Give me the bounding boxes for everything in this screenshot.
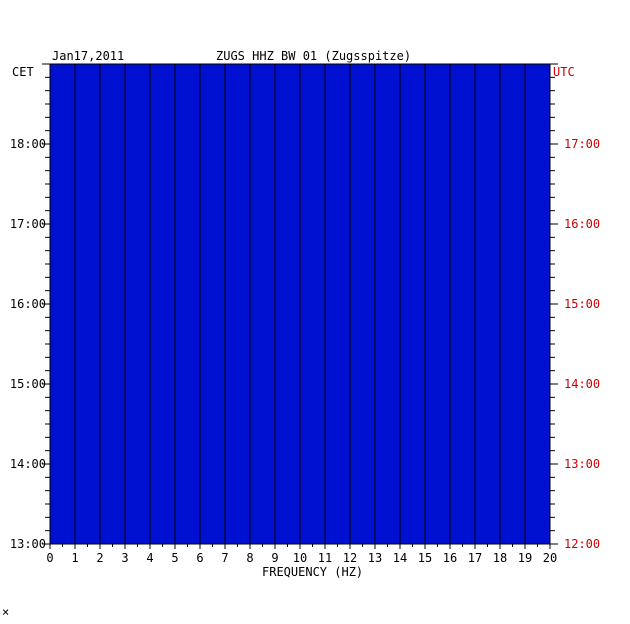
right-time-label-14:00: 14:00 xyxy=(564,377,600,391)
x-tick-label-8: 8 xyxy=(246,551,253,565)
left-time-label-14:00: 14:00 xyxy=(10,457,46,471)
footer-mark: × xyxy=(2,605,9,619)
x-tick-label-14: 14 xyxy=(393,551,407,565)
left-time-label-17:00: 17:00 xyxy=(10,217,46,231)
right-axis-label: UTC xyxy=(553,65,575,79)
x-tick-label-7: 7 xyxy=(221,551,228,565)
x-tick-label-9: 9 xyxy=(271,551,278,565)
x-tick-label-13: 13 xyxy=(368,551,382,565)
frequency-gridlines xyxy=(74,64,526,544)
x-axis-label: FREQUENCY (HZ) xyxy=(262,565,363,579)
x-tick-label-17: 17 xyxy=(468,551,482,565)
x-tick-label-5: 5 xyxy=(171,551,178,565)
right-time-label-17:00: 17:00 xyxy=(564,137,600,151)
x-tick-label-16: 16 xyxy=(443,551,457,565)
x-tick-label-2: 2 xyxy=(96,551,103,565)
right-time-label-12:00: 12:00 xyxy=(564,537,600,551)
right-time-label-16:00: 16:00 xyxy=(564,217,600,231)
x-tick-label-15: 15 xyxy=(418,551,432,565)
left-time-label-18:00: 18:00 xyxy=(10,137,46,151)
right-time-axis: 17:00 16:00 15:00 14:00 13:00 12:00 xyxy=(550,63,600,551)
x-tick-label-6: 6 xyxy=(196,551,203,565)
right-time-label-15:00: 15:00 xyxy=(564,297,600,311)
chart-title-date: Jan17,2011 xyxy=(52,49,124,63)
left-time-axis: 18:00 17:00 16:00 15:00 14:00 13:00 xyxy=(10,63,50,551)
x-tick-label-20: 20 xyxy=(543,551,557,565)
x-tick-label-1: 1 xyxy=(71,551,78,565)
left-time-label-15:00: 15:00 xyxy=(10,377,46,391)
x-tick-label-11: 11 xyxy=(318,551,332,565)
x-tick-label-3: 3 xyxy=(121,551,128,565)
x-tick-label-0: 0 xyxy=(46,551,53,565)
x-tick-label-12: 12 xyxy=(343,551,357,565)
x-tick-label-19: 19 xyxy=(518,551,532,565)
x-tick-label-4: 4 xyxy=(146,551,153,565)
left-axis-label: CET xyxy=(12,65,34,79)
chart-title-station: ZUGS HHZ BW 01 (Zugsspitze) xyxy=(216,49,411,63)
x-tick-label-18: 18 xyxy=(493,551,507,565)
x-axis: 0 1 2 3 4 5 6 7 8 9 10 11 12 13 14 15 16 17 18 19 20 xyxy=(46,544,557,565)
left-time-label-16:00: 16:00 xyxy=(10,297,46,311)
right-time-label-13:00: 13:00 xyxy=(564,457,600,471)
left-time-label-13:00: 13:00 xyxy=(10,537,46,551)
x-tick-label-10: 10 xyxy=(293,551,307,565)
